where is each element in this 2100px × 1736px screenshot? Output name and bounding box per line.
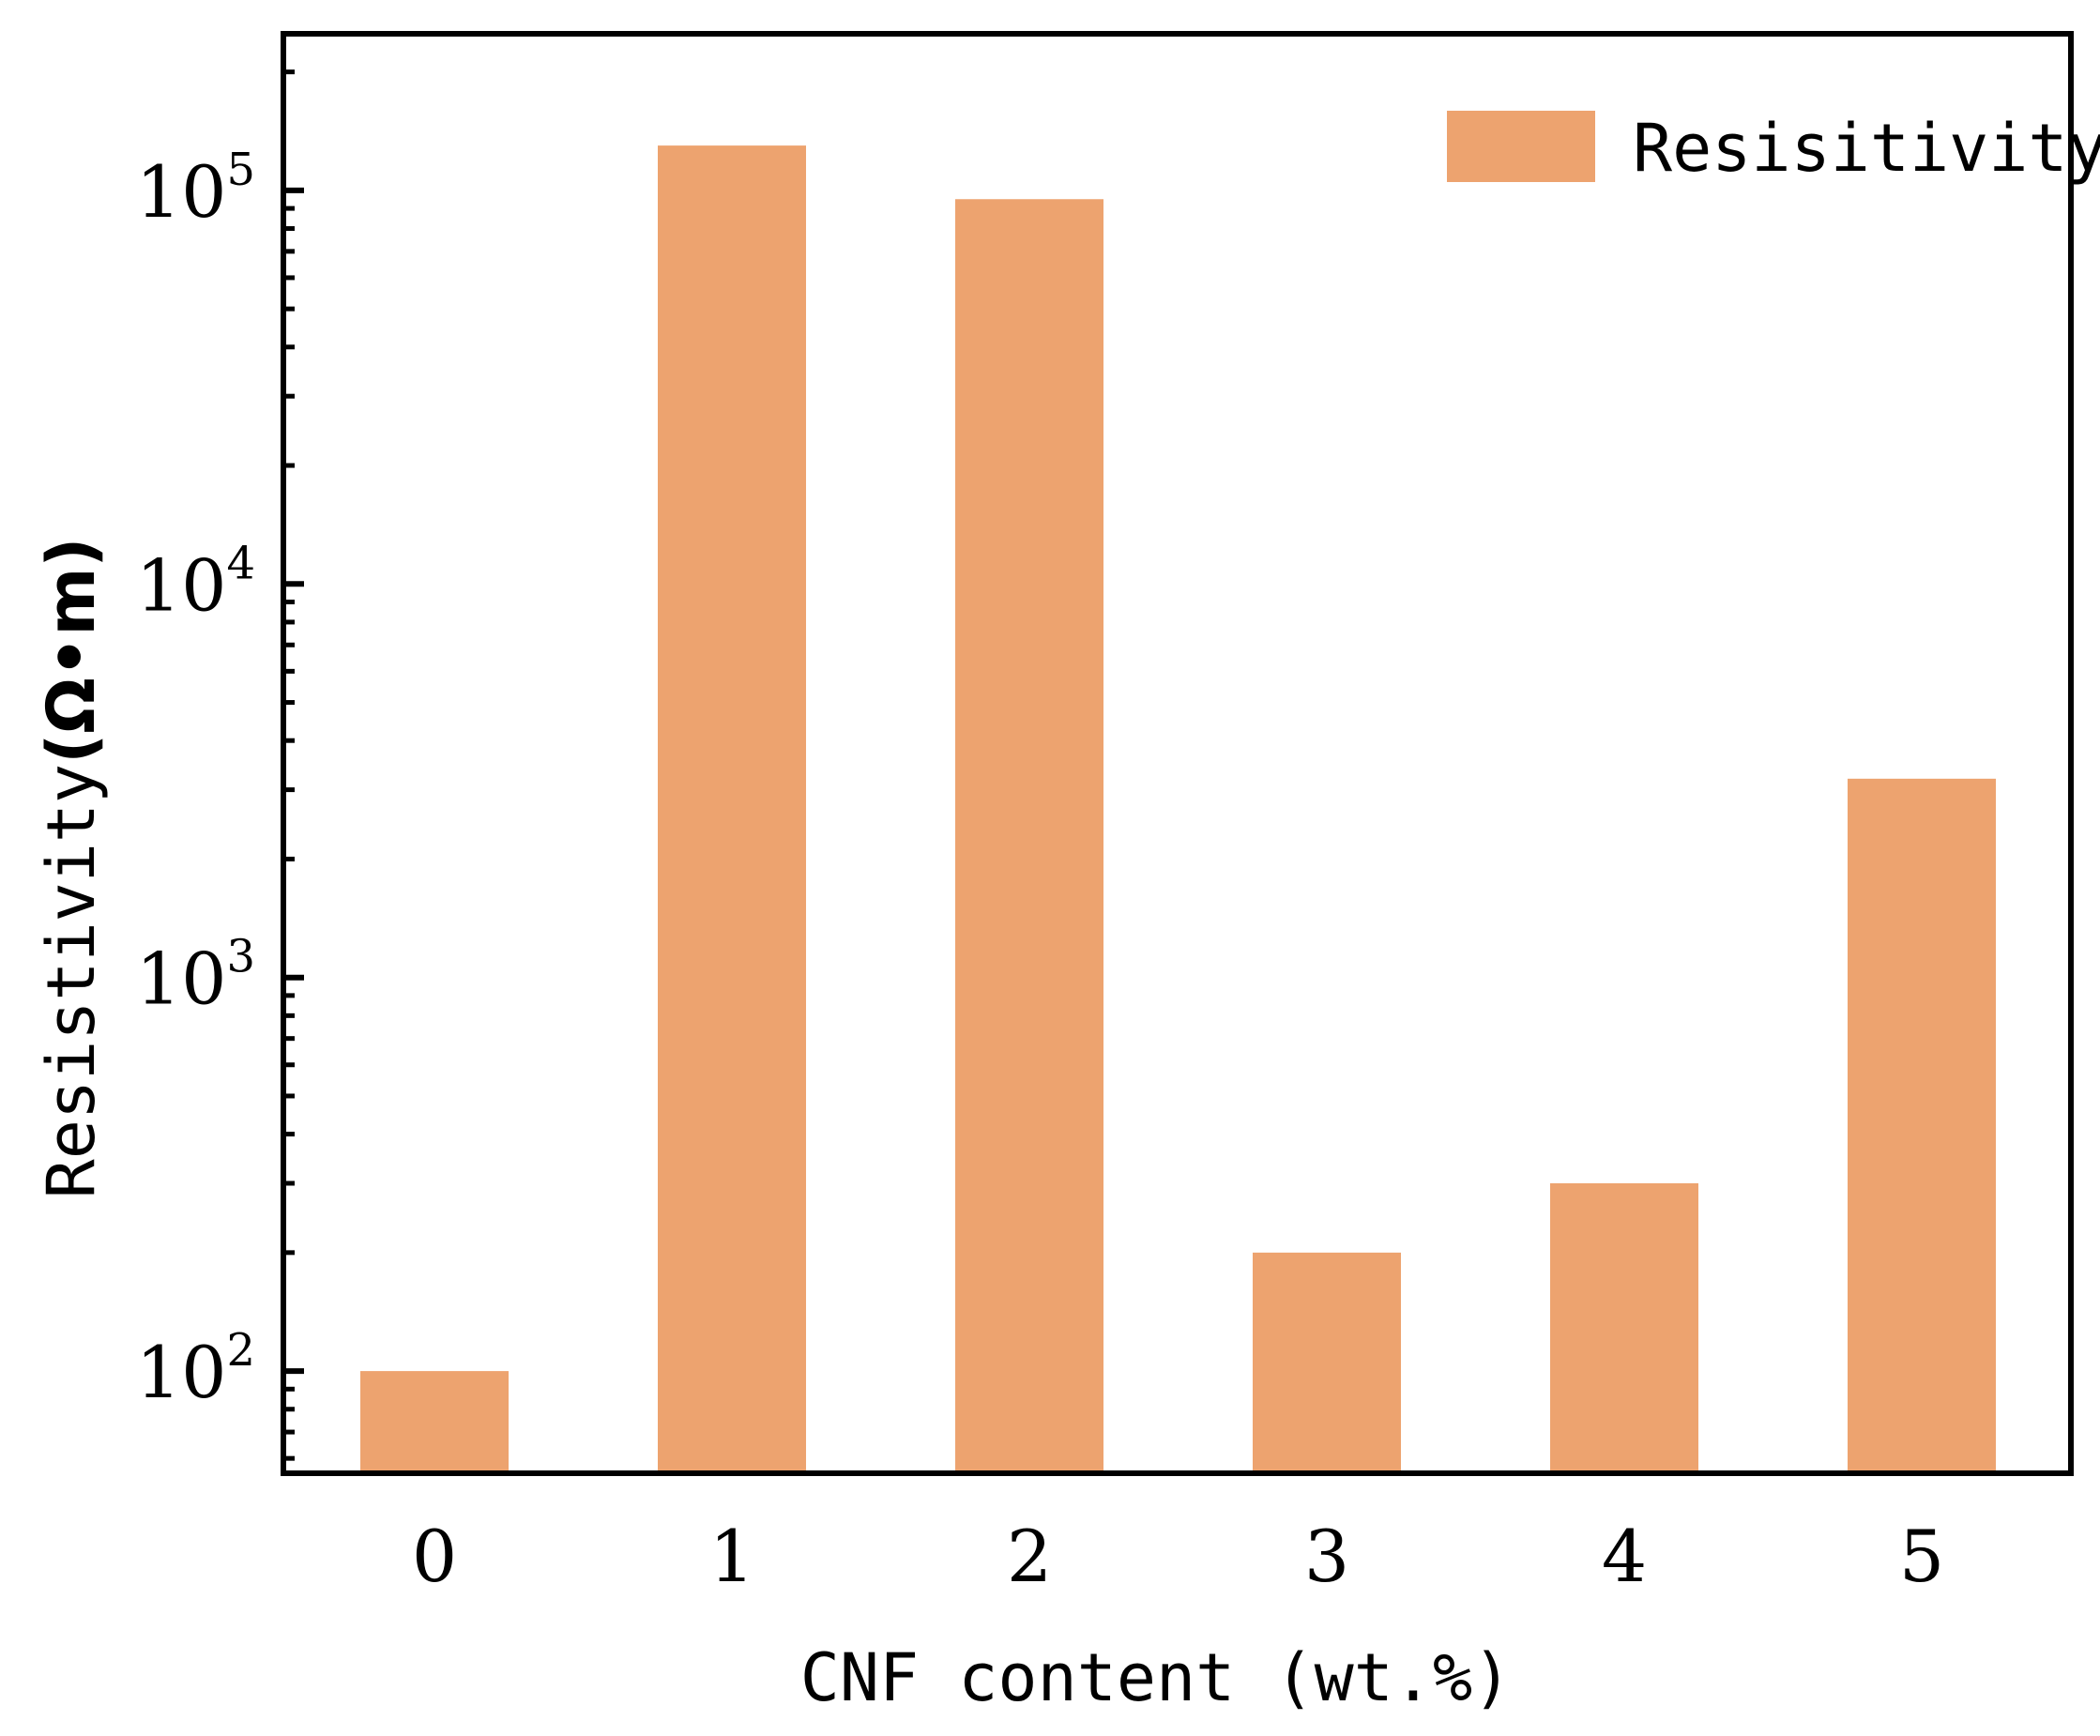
y-axis-title: Resistivity(Ω•m) bbox=[33, 538, 110, 1199]
y-tick-label-10-5: 105 bbox=[136, 144, 255, 234]
x-axis-tick-labels: 0 1 2 3 4 5 bbox=[412, 1515, 1944, 1598]
bar-5 bbox=[1848, 778, 1996, 1473]
y-tick-label-10-2: 102 bbox=[136, 1324, 255, 1414]
y-axis-ticks bbox=[283, 69, 304, 1461]
bar-1 bbox=[658, 145, 806, 1473]
x-tick-label-3: 3 bbox=[1304, 1515, 1349, 1598]
plot-frame bbox=[281, 31, 2074, 1476]
x-tick-label-4: 4 bbox=[1602, 1515, 1647, 1598]
x-tick-label-0: 0 bbox=[412, 1515, 457, 1598]
legend-label: Resisitivity bbox=[1633, 110, 2100, 187]
bar-2 bbox=[955, 199, 1103, 1474]
bar-3 bbox=[1253, 1252, 1401, 1473]
y-axis-title-unit: (Ω•m) bbox=[33, 538, 110, 764]
x-tick-label-1: 1 bbox=[709, 1515, 754, 1598]
bars-layer bbox=[360, 145, 1996, 1474]
legend: Resisitivity bbox=[1447, 110, 2100, 187]
bar-4 bbox=[1550, 1183, 1698, 1473]
y-tick-label-10-4: 104 bbox=[136, 537, 255, 627]
x-axis-title: CNF content (wt.%) bbox=[800, 1639, 1513, 1716]
bar-0 bbox=[360, 1371, 509, 1473]
legend-swatch bbox=[1447, 111, 1595, 182]
x-tick-label-5: 5 bbox=[1899, 1515, 1944, 1598]
y-axis-tick-labels: 102 103 104 105 bbox=[136, 144, 255, 1414]
y-axis-title-text: Resistivity bbox=[33, 764, 110, 1199]
x-tick-label-2: 2 bbox=[1007, 1515, 1052, 1598]
y-tick-label-10-3: 103 bbox=[136, 931, 255, 1021]
